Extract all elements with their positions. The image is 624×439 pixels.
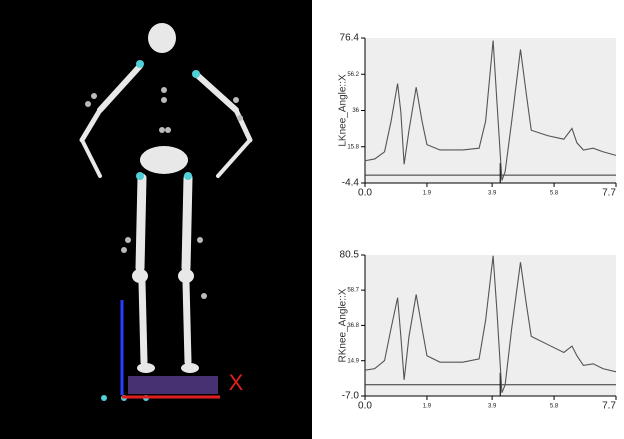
bone xyxy=(193,71,239,113)
y-tick-label: 80.5 xyxy=(340,250,360,261)
joint-marker xyxy=(192,70,200,78)
axis-label: X xyxy=(229,370,244,395)
marker xyxy=(233,97,239,103)
x-tick-label: 3.9 xyxy=(488,191,497,197)
marker xyxy=(201,293,207,299)
bone xyxy=(233,107,253,143)
x-tick-label: 1.9 xyxy=(423,404,432,410)
bone xyxy=(80,138,102,178)
bone xyxy=(216,138,252,178)
y-axis-label: RKnee_Angle::X xyxy=(338,288,349,362)
x-tick-label: 7.7 xyxy=(602,188,616,199)
x-tick-label: 5.8 xyxy=(550,404,559,410)
y-tick-label: 36 xyxy=(352,108,359,114)
marker xyxy=(197,237,203,243)
foot xyxy=(137,363,155,373)
y-tick-label: 56.2 xyxy=(347,72,359,78)
knee xyxy=(132,269,148,283)
y-tick-label: 36.8 xyxy=(347,323,359,329)
skull xyxy=(148,23,176,53)
marker xyxy=(161,97,167,103)
marker xyxy=(237,115,243,121)
y-tick-label: 58.7 xyxy=(347,288,359,294)
y-tick-label: -7.0 xyxy=(342,391,360,402)
x-tick-label: 0.0 xyxy=(358,401,372,412)
marker xyxy=(161,87,167,93)
knee xyxy=(178,269,194,283)
joint-marker xyxy=(101,395,107,401)
bone xyxy=(181,173,193,273)
marker xyxy=(159,127,165,133)
y-tick-label: 76.4 xyxy=(340,33,360,44)
x-tick-label: 7.7 xyxy=(602,401,616,412)
x-tick-label: 1.9 xyxy=(423,191,432,197)
x-tick-label: 0.0 xyxy=(358,188,372,199)
marker xyxy=(165,127,171,133)
y-tick-label: 14.9 xyxy=(347,358,359,364)
force-plate xyxy=(128,376,218,394)
bone xyxy=(97,63,143,113)
x-tick-label: 3.9 xyxy=(488,404,497,410)
y-tick-label: 15.8 xyxy=(347,144,359,150)
data-line xyxy=(364,40,617,181)
data-line xyxy=(364,255,617,393)
bone xyxy=(135,173,147,273)
foot xyxy=(181,363,199,373)
pelvis xyxy=(140,146,188,174)
marker xyxy=(125,237,131,243)
joint-marker xyxy=(136,60,144,68)
marker xyxy=(91,93,97,99)
bone xyxy=(79,107,103,143)
marker xyxy=(121,247,127,253)
joint-marker xyxy=(184,172,192,180)
viewport xyxy=(0,0,312,439)
plot-area xyxy=(365,38,616,183)
x-tick-label: 5.8 xyxy=(550,191,559,197)
joint-marker xyxy=(136,172,144,180)
markers xyxy=(85,60,243,401)
bones xyxy=(79,63,253,373)
marker xyxy=(85,101,91,107)
skeleton-viewer: X xyxy=(0,0,312,439)
bone xyxy=(182,278,192,366)
y-axis-label: LKnee_Angle::X xyxy=(338,74,349,147)
bone xyxy=(138,278,148,366)
y-tick-label: -4.4 xyxy=(342,178,360,189)
